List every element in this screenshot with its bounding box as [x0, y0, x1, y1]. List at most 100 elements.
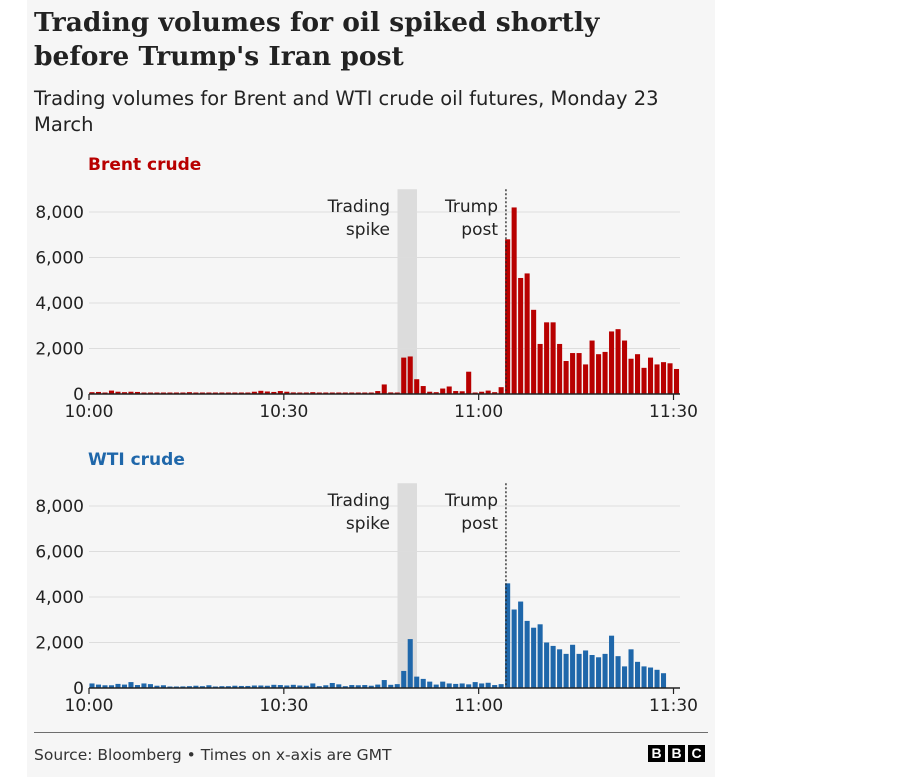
bar [147, 684, 153, 688]
bar [557, 649, 563, 688]
bar [297, 685, 303, 688]
bar [219, 686, 225, 688]
bar [446, 683, 452, 688]
bar [225, 686, 231, 688]
bar [89, 683, 95, 688]
bar [407, 356, 413, 394]
bar [277, 391, 283, 394]
bar [433, 392, 439, 394]
bar [557, 343, 563, 394]
bar [602, 351, 608, 394]
bar [121, 392, 128, 394]
chart-title: Trading volumes for oil spiked shortly b… [34, 7, 600, 72]
bar [349, 685, 355, 688]
bar [427, 681, 433, 688]
bar [563, 653, 569, 688]
bar [518, 601, 524, 688]
bar [186, 686, 192, 688]
bar [660, 673, 667, 688]
bar [511, 609, 517, 688]
bar [492, 685, 498, 688]
bar [641, 367, 647, 394]
chart-brent: Brent crude 0 2,000 4,000 6,000 8,000 Trading s… [35, 155, 698, 422]
bar [115, 683, 121, 688]
bar [420, 678, 426, 688]
bar [596, 657, 602, 688]
bar [277, 685, 283, 688]
x-tick-label: 10:30 [259, 402, 308, 422]
bar [420, 386, 426, 394]
bar [583, 364, 589, 394]
bar [550, 645, 556, 688]
bar [128, 682, 134, 688]
y-tick-label: 2,000 [35, 634, 84, 654]
bar [407, 639, 413, 688]
footer-divider [34, 732, 708, 733]
trump-post-label: post [461, 514, 498, 534]
trading-spike-band [397, 483, 417, 688]
bar [615, 329, 621, 394]
panel-title: WTI crude [88, 450, 185, 470]
bar [414, 676, 420, 688]
bar [290, 392, 296, 394]
y-tick-label: 2,000 [35, 340, 84, 360]
bar [115, 391, 121, 394]
bar [264, 685, 270, 688]
bar [440, 388, 446, 394]
bar [635, 354, 641, 394]
bar [485, 390, 491, 394]
bar [485, 682, 491, 688]
bar [589, 340, 595, 394]
bar [492, 392, 498, 394]
bar [433, 684, 439, 688]
bar [446, 386, 452, 394]
bar [440, 681, 446, 688]
x-tick-label: 11:00 [454, 402, 503, 422]
bar [563, 361, 569, 394]
bar [673, 368, 680, 394]
x-tick-label: 10:30 [259, 696, 308, 716]
bar [95, 684, 102, 688]
bar [511, 207, 517, 394]
bar [245, 685, 251, 688]
bar [472, 682, 478, 688]
bar [459, 391, 465, 394]
y-tick-label: 4,000 [35, 588, 84, 608]
bar [550, 322, 556, 394]
bar [323, 685, 329, 688]
bbc-logo-letter-b2: B [668, 745, 685, 762]
y-tick-label: 8,000 [35, 497, 84, 517]
bar [102, 685, 108, 688]
bar [134, 391, 140, 394]
y-tick-label: 0 [73, 385, 84, 405]
bar [388, 392, 394, 394]
bar [609, 331, 615, 394]
bar [453, 391, 459, 394]
bar [654, 669, 660, 688]
bar [128, 391, 134, 394]
bar [628, 358, 634, 394]
bar [108, 390, 115, 394]
source-note: Source: Bloomberg • Times on x-axis are … [34, 746, 392, 764]
bar [505, 583, 511, 688]
bar [264, 391, 270, 394]
bar [524, 620, 530, 688]
bar [180, 686, 186, 688]
bar [303, 685, 309, 688]
bar [576, 353, 582, 394]
bar [570, 353, 576, 394]
trump-post-label: Trump [444, 491, 498, 511]
bar [89, 392, 95, 394]
bar [290, 684, 296, 688]
bar [414, 379, 420, 394]
bar [401, 670, 407, 688]
bar [401, 357, 407, 394]
panel-title: Brent crude [88, 155, 201, 175]
bar [466, 371, 472, 394]
bar [121, 684, 128, 688]
bar [596, 354, 602, 394]
bar [647, 357, 654, 394]
bar [576, 653, 582, 688]
bar [95, 391, 102, 394]
bar [186, 392, 192, 394]
